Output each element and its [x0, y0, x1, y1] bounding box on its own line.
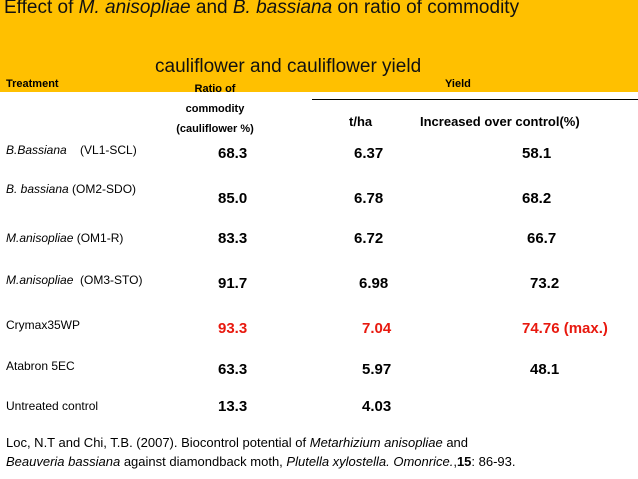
row-treatment: M.anisopliae (OM3-STO) [6, 273, 143, 287]
header-increased: Increased over control(%) [420, 114, 580, 129]
row-ratio: 63.3 [218, 361, 248, 378]
header-yield: Yield [445, 78, 471, 90]
row-tha: 5.97 [362, 361, 392, 378]
row-treatment: Crymax35WP [6, 318, 81, 332]
row-tha: 6.98 [359, 275, 389, 292]
row-ratio: 68.3 [218, 145, 248, 162]
row-increase: 74.76 (max.) [522, 320, 608, 337]
row-increase: 66.7 [527, 230, 557, 247]
slide-title-line1: Effect of M. anisopliae and B. bassiana … [4, 0, 520, 18]
row-ratio: 91.7 [218, 275, 248, 292]
title-banner: Effect of M. anisopliae and B. bassiana … [0, 0, 638, 92]
row-ratio: 85.0 [218, 190, 248, 207]
row-treatment: Untreated control [6, 399, 99, 413]
header-tha: t/ha [349, 114, 373, 129]
row-treatment: B.Bassiana (VL1-SCL) [6, 143, 137, 157]
row-increase: 73.2 [530, 275, 560, 292]
row-treatment: Atabron 5EC [6, 359, 75, 373]
row-tha: 6.72 [354, 230, 384, 247]
yield-divider [312, 99, 638, 100]
row-tha: 7.04 [362, 320, 392, 337]
header-ratio: Ratio of commodity (cauliflower %) [176, 83, 254, 135]
row-increase: 68.2 [522, 190, 552, 207]
citation: Loc, N.T and Chi, T.B. (2007). Biocontro… [6, 435, 516, 469]
row-increase: 58.1 [522, 145, 552, 162]
row-tha: 6.37 [354, 145, 384, 162]
row-ratio: 13.3 [218, 398, 248, 415]
slide-title-line2: cauliflower and cauliflower yield [155, 56, 422, 77]
row-treatment: M.anisopliae (OM1-R) [6, 231, 124, 245]
row-tha: 4.03 [362, 398, 392, 415]
row-ratio: 83.3 [218, 230, 248, 247]
row-tha: 6.78 [354, 190, 384, 207]
header-treatment: Treatment [6, 78, 59, 90]
row-increase: 48.1 [530, 361, 560, 378]
row-treatment: B. bassiana (OM2-SDO) [6, 182, 137, 196]
row-ratio: 93.3 [218, 320, 248, 337]
